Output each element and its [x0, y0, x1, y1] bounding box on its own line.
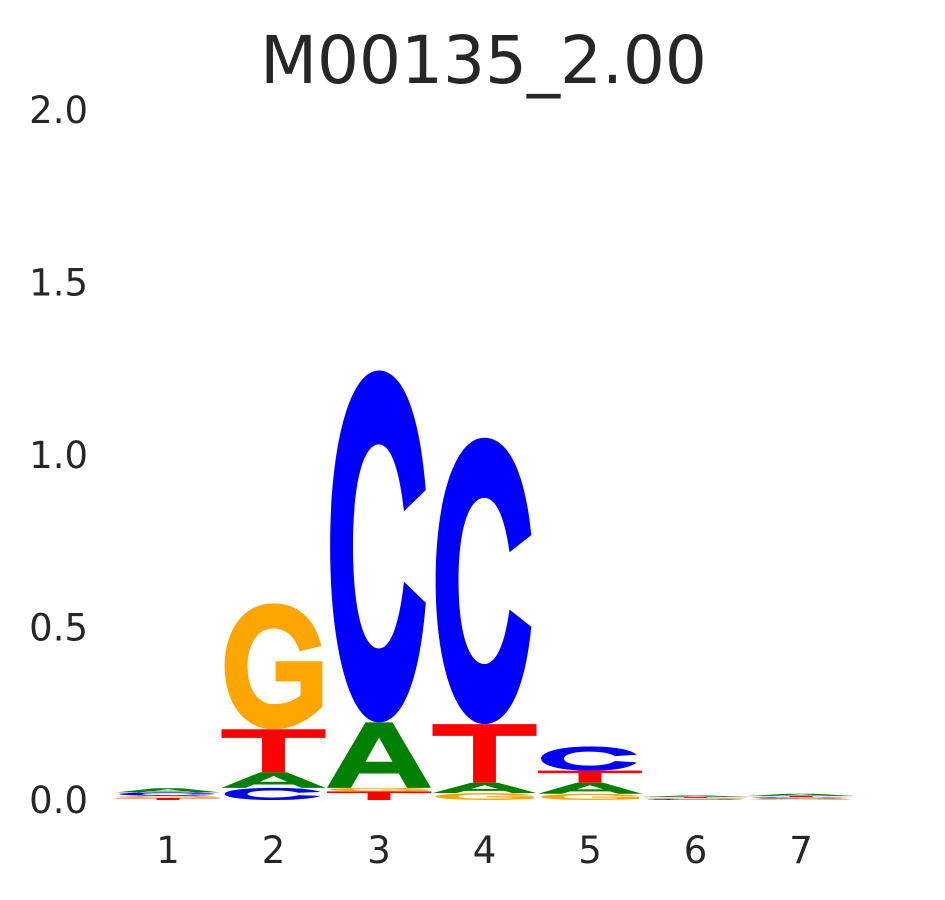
logo-letter-g [330, 787, 428, 792]
x-axis: 1 2 3 4 5 6 7 [156, 829, 813, 872]
logo-letter-c [119, 792, 215, 796]
x-tick-label: 3 [367, 829, 391, 872]
logo-letter-a [643, 795, 748, 797]
logo-letter-a [221, 772, 326, 788]
logo-letters [116, 370, 853, 800]
logo-letter-c [646, 798, 743, 800]
x-tick-label: 7 [789, 829, 813, 872]
logo-letter-t [538, 770, 642, 783]
x-tick-label: 1 [156, 829, 180, 872]
logo-letter-g [752, 798, 850, 800]
logo-letter-c [330, 370, 426, 723]
x-tick-label: 6 [684, 829, 708, 872]
logo-letter-t [643, 796, 748, 798]
logo-letter-g [541, 793, 639, 800]
logo-letter-g [224, 603, 323, 730]
y-tick-label: 1.5 [29, 262, 88, 305]
y-tick-label: 0.0 [29, 779, 88, 822]
y-axis: 0.0 0.5 1.0 1.5 2.0 [29, 89, 88, 822]
logo-letter-c [541, 746, 637, 771]
logo-letter-a [749, 793, 853, 796]
x-tick-label: 2 [262, 829, 286, 872]
logo-letter-c [435, 437, 532, 725]
y-tick-label: 0.5 [29, 607, 88, 650]
logo-letter-t [327, 791, 431, 800]
logo-letter-t [749, 795, 853, 798]
logo-letter-a [116, 788, 220, 793]
logo-letter-g [646, 797, 745, 799]
x-tick-label: 4 [473, 829, 497, 872]
logo-letter-t [116, 797, 220, 800]
x-tick-label: 5 [578, 829, 602, 872]
logo-letter-a [538, 782, 642, 794]
logo-letter-t [432, 724, 537, 783]
logo-letter-c [752, 797, 848, 799]
logo-letter-t [221, 729, 326, 773]
y-tick-label: 1.0 [29, 434, 88, 477]
y-tick-label: 2.0 [29, 89, 88, 132]
chart-title: M00135_2.00 [260, 22, 707, 99]
logo-letter-a [327, 722, 431, 788]
logo-letter-g [119, 795, 217, 798]
logo-letter-a [432, 782, 537, 794]
logo-letter-g [435, 793, 534, 800]
logo-letter-c [224, 787, 321, 800]
